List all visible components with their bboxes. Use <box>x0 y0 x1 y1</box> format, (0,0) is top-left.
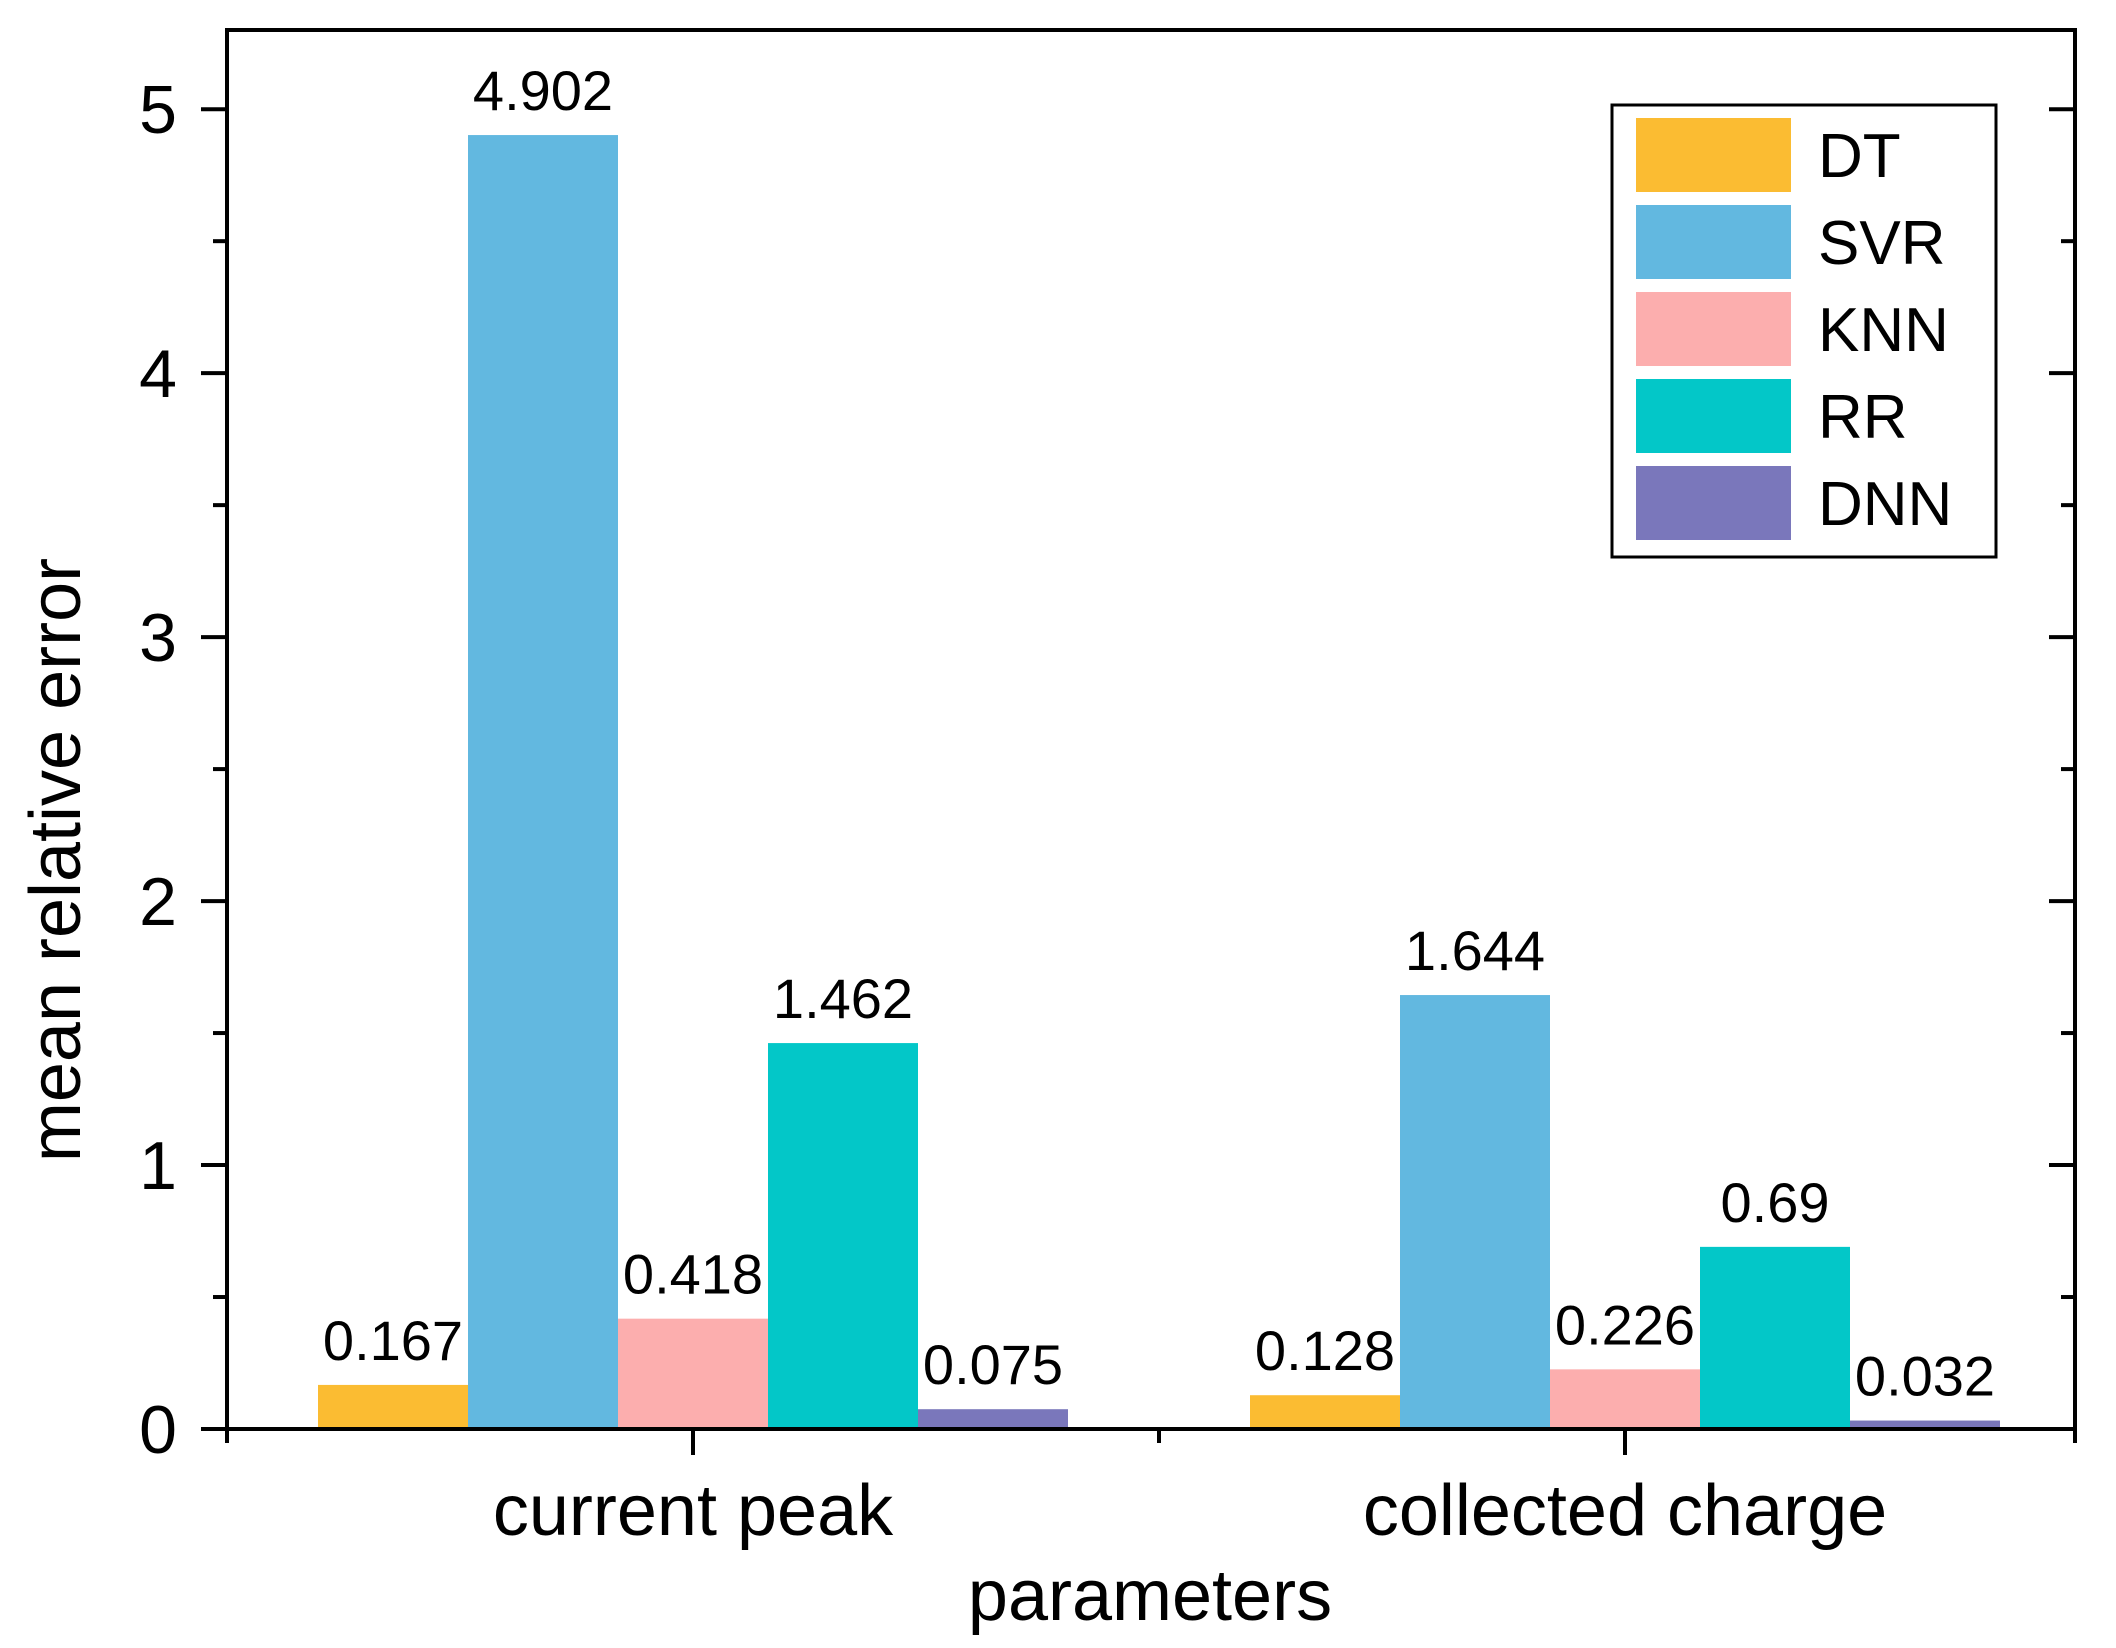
y-tick-label: 4 <box>139 336 177 412</box>
x-tick-label: collected charge <box>1363 1471 1887 1551</box>
legend-label-svr: SVR <box>1818 209 1945 278</box>
data-label-knn-1: 0.226 <box>1555 1293 1695 1356</box>
bar-dnn-1 <box>1850 1420 2000 1429</box>
data-label-dt-1: 0.128 <box>1255 1319 1395 1382</box>
data-label-svr-1: 1.644 <box>1405 919 1545 982</box>
y-tick-label: 0 <box>139 1392 177 1468</box>
legend: DT SVR KNN RR DNN <box>1610 103 1998 559</box>
data-label-rr-1: 0.69 <box>1721 1171 1830 1234</box>
x-tick-label: current peak <box>493 1471 894 1551</box>
bar-rr-1 <box>1700 1246 1850 1429</box>
y-tick-label: 5 <box>139 72 177 148</box>
y-tick-label: 2 <box>139 864 177 940</box>
y-axis-title: mean relative error <box>16 558 96 1162</box>
legend-swatch-dt <box>1636 118 1791 192</box>
legend-label-rr: RR <box>1818 383 1908 452</box>
y-tick-label: 3 <box>139 600 177 676</box>
bar-svr-1 <box>1400 995 1550 1429</box>
legend-label-dt: DT <box>1818 122 1901 191</box>
data-label-dnn-1: 0.032 <box>1855 1345 1995 1408</box>
legend-label-dnn: DNN <box>1818 470 1952 539</box>
x-axis-title: parameters <box>968 1556 1332 1636</box>
legend-swatch-dnn <box>1636 466 1791 540</box>
bar-rr-0 <box>768 1043 918 1429</box>
y-axis: 0 1 2 3 4 5 <box>139 72 2075 1468</box>
data-label-dnn-0: 0.075 <box>923 1333 1063 1396</box>
legend-swatch-rr <box>1636 379 1791 453</box>
data-labels-group: 0.167 0.128 4.902 1.644 0.418 0.226 1.462 0.69 0… <box>323 59 1995 1407</box>
legend-label-knn: KNN <box>1818 296 1949 365</box>
bar-dt-1 <box>1250 1395 1400 1429</box>
bar-knn-0 <box>618 1318 768 1429</box>
bar-dt-0 <box>318 1384 468 1429</box>
bars-group <box>318 135 2000 1429</box>
y-tick-label: 1 <box>139 1128 177 1204</box>
bar-svr-0 <box>468 135 618 1429</box>
data-label-rr-0: 1.462 <box>773 967 913 1030</box>
legend-swatch-svr <box>1636 205 1791 279</box>
data-label-svr-0: 4.902 <box>473 59 613 122</box>
data-label-knn-0: 0.418 <box>623 1243 763 1306</box>
bar-dnn-0 <box>918 1409 1068 1429</box>
bar-knn-1 <box>1550 1369 1700 1429</box>
x-axis: current peak collected charge <box>225 1429 2077 1551</box>
legend-swatch-knn <box>1636 292 1791 366</box>
data-label-dt-0: 0.167 <box>323 1309 463 1372</box>
plot-frame <box>225 28 2077 1431</box>
